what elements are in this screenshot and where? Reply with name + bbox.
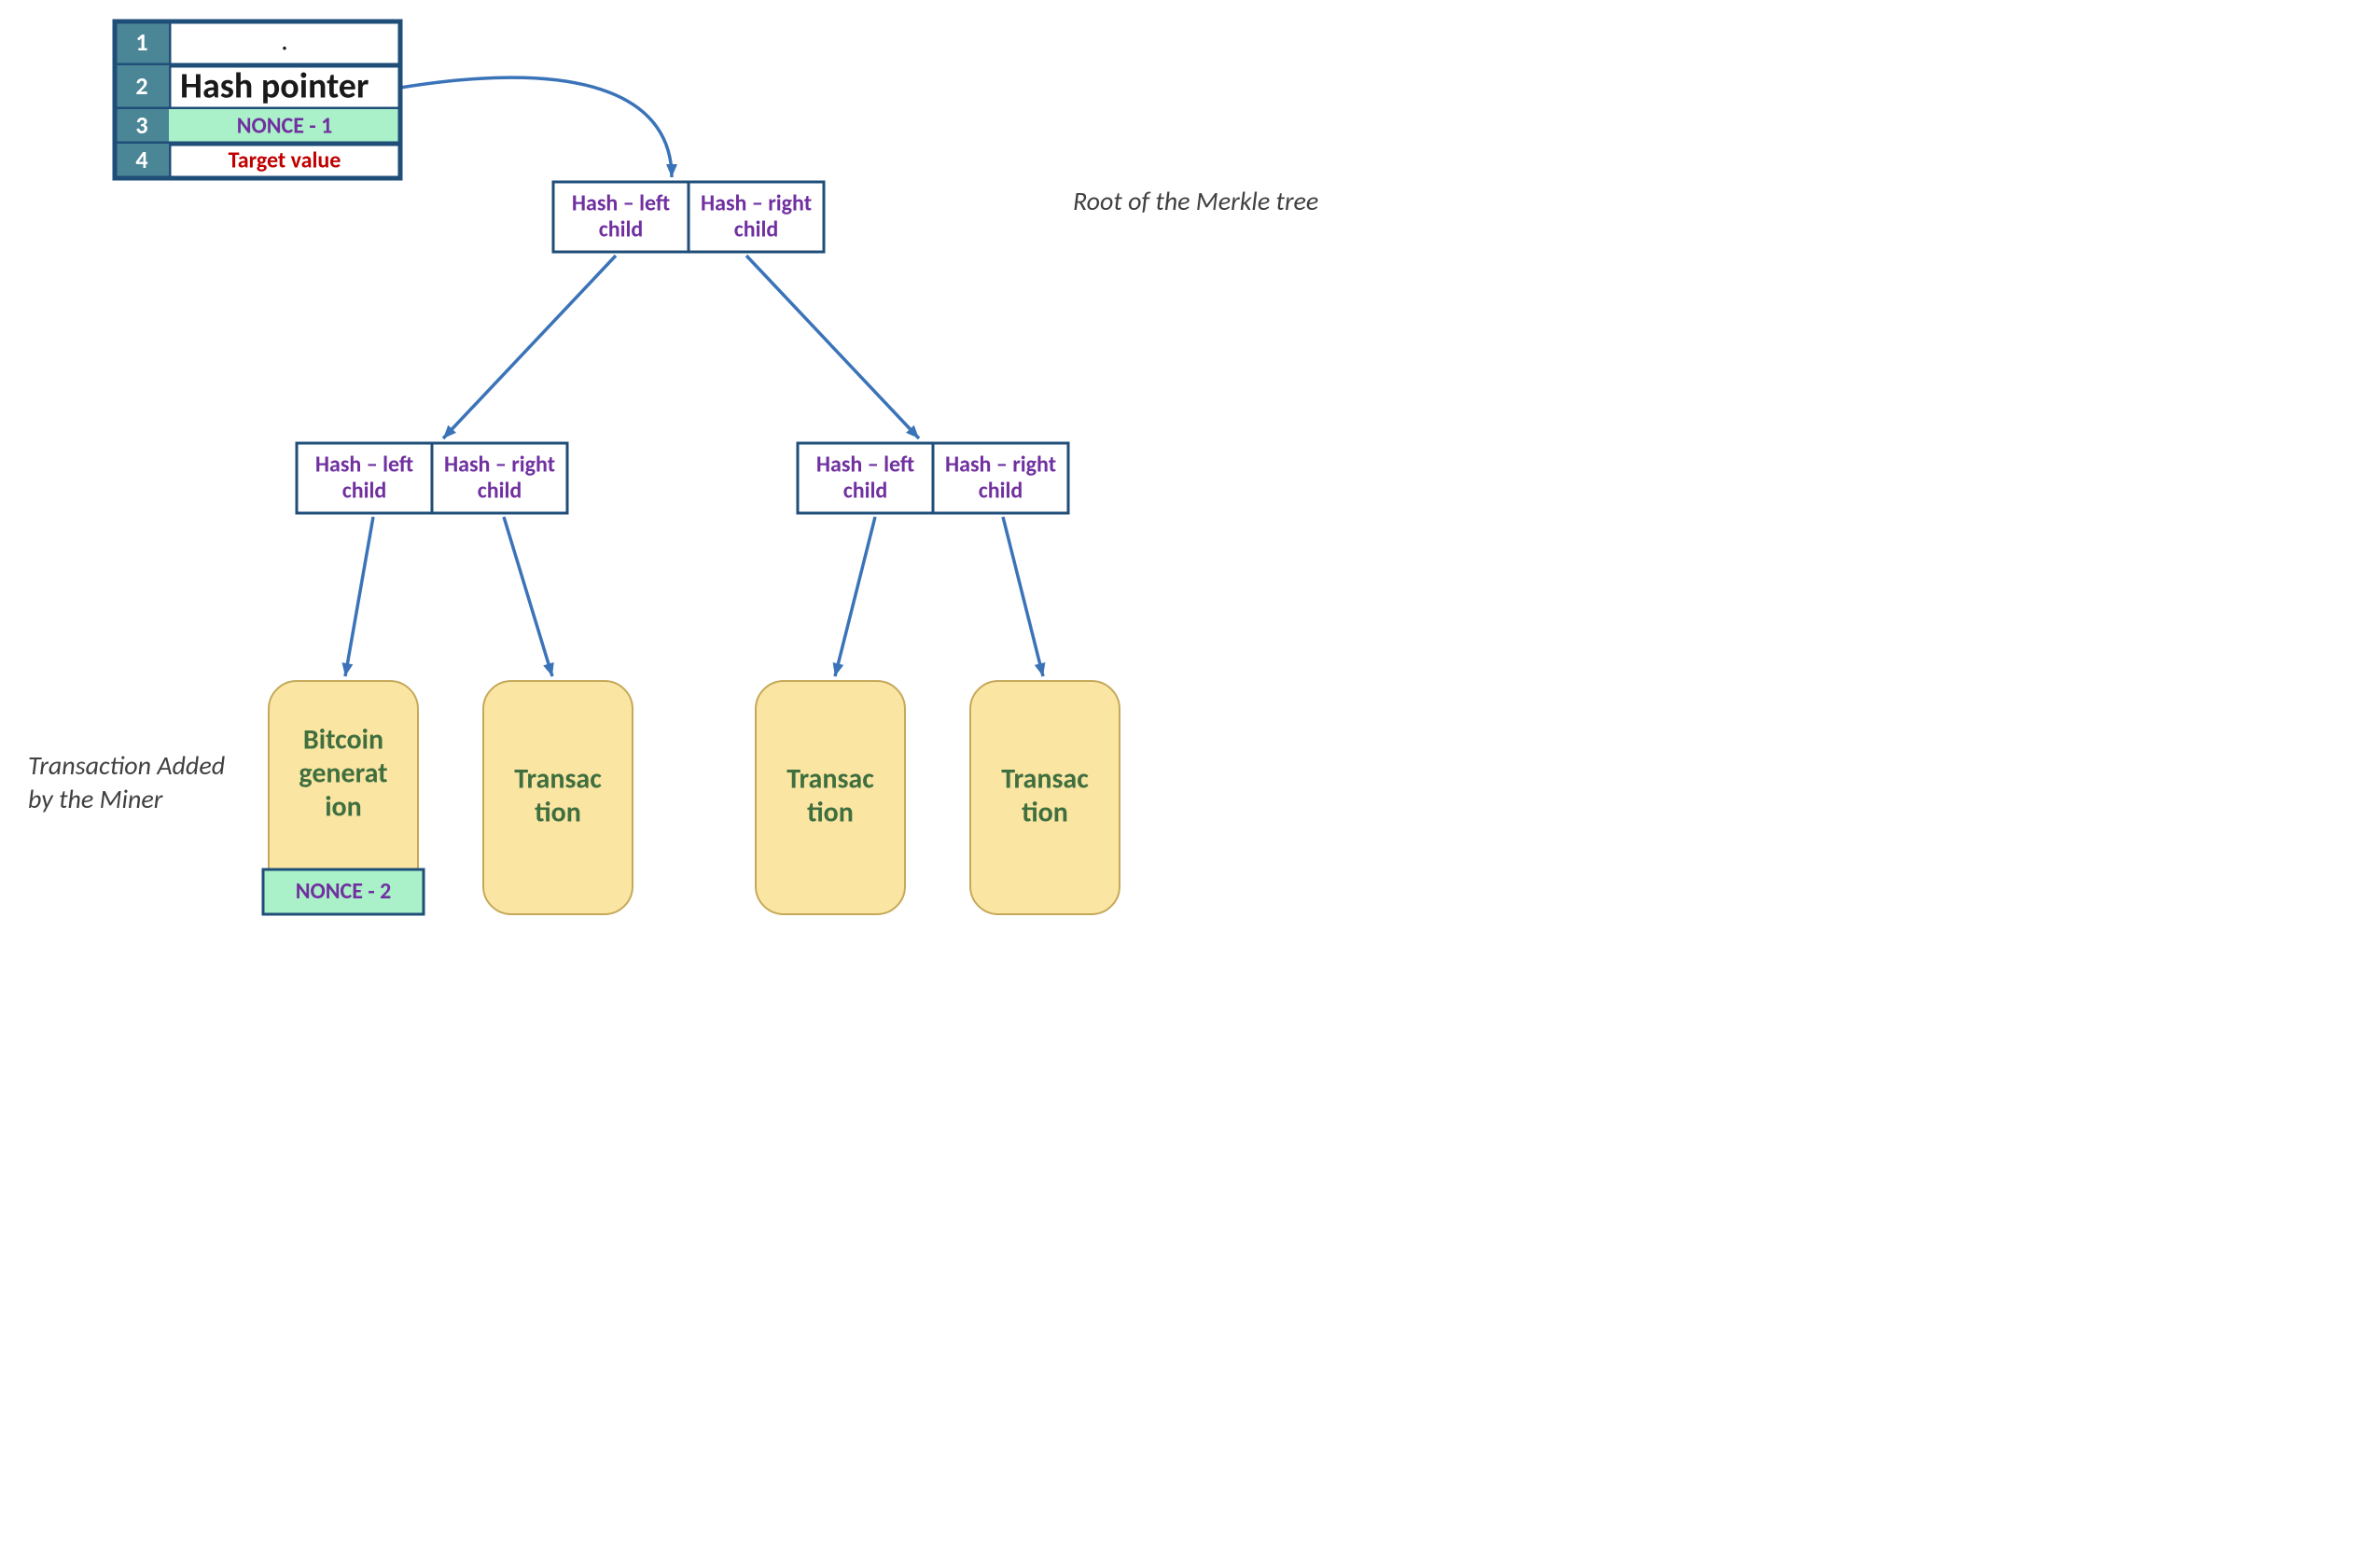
leaf-label: Bitcoin [303,722,383,757]
hash-left-label: child [599,215,644,243]
header-row-label: NONCE - 1 [237,112,333,139]
leaf-label: tion [807,795,854,829]
arrow-line [746,256,919,438]
merkle-mid-0: Hash – leftchildHash – rightchild [297,443,567,513]
hash-left-label: child [843,477,888,504]
hash-right-label: Hash – right [945,451,1056,478]
arrow-line [345,517,373,676]
header-row-num-label: 2 [135,71,147,101]
arrows [342,77,1046,676]
header-row-label: Target value [229,146,341,174]
hash-right-label: child [734,215,779,243]
header-row-num-label: 1 [135,27,147,57]
hash-left-label: child [342,477,387,504]
merkle-mid-1: Hash – leftchildHash – rightchild [798,443,1068,513]
leaf-label: generat [299,756,387,790]
hash-left-label: Hash – left [315,451,413,478]
hash-right-label: Hash – right [444,451,555,478]
hash-right-label: Hash – right [701,189,812,216]
leaf-label: ion [325,789,362,824]
leaf-label: tion [535,795,581,829]
miner-note: by the Miner [28,783,163,815]
header-row-num-label: 3 [135,110,147,140]
leaf-label: Transac [786,761,874,796]
leaf-nonce-label: NONCE - 2 [296,878,392,905]
hash-right-label: child [478,477,522,504]
arrow-head-icon [666,164,677,177]
arrow-head-icon [543,662,553,676]
miner-note: Transaction Added [28,749,225,782]
hash-right-label: child [979,477,1023,504]
root-note: Root of the Merkle tree [1073,185,1318,217]
header-row-label: Hash pointer [180,65,369,108]
hash-left-label: Hash – left [572,189,670,216]
leaf-label: tion [1022,795,1068,829]
leaf-label: Transac [514,761,602,796]
arrow-head-icon [342,662,354,676]
leaf-3: Transaction [970,681,1120,914]
leaf-label: Transac [1001,761,1089,796]
leaf-1: Transaction [483,681,633,914]
leaf-0: Bitcoingeneration NONCE - 2 [263,681,424,914]
arrow-line [504,517,552,676]
block-header-table: 1. 2 Hash pointer 3 NONCE - 1 4 Target value [115,21,400,178]
merkle-diagram: 1. 2 Hash pointer 3 NONCE - 1 4 Target value Ha… [0,0,1455,961]
arrow-line [1003,517,1043,676]
arrow-line [443,256,616,438]
hash-left-label: Hash – left [816,451,914,478]
merkle-root: Hash – leftchildHash – rightchild [553,182,824,252]
arrow-curve [400,77,672,177]
header-row-label: . [282,29,287,56]
leaf-2: Transaction [756,681,905,914]
arrow-line [835,517,875,676]
header-row-num-label: 4 [135,145,147,174]
